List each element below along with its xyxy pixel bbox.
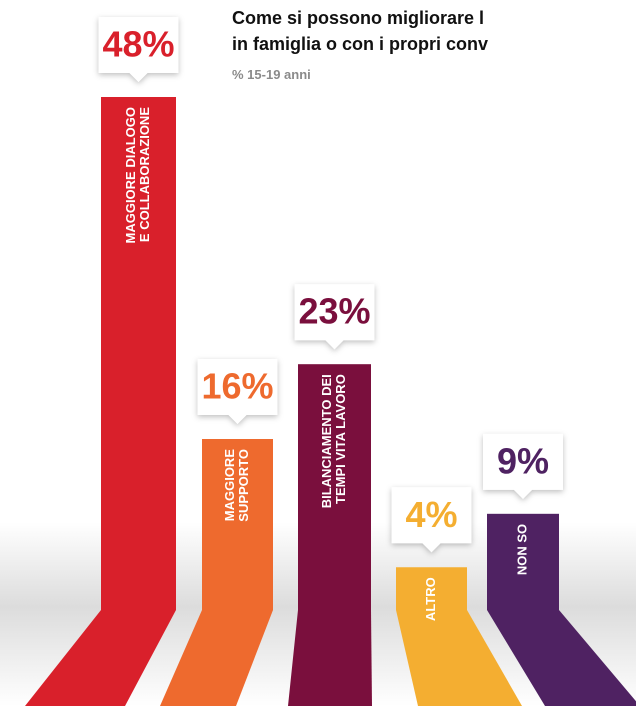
chart-title: in famiglia o con i propri conv: [232, 34, 488, 54]
bar-floor: [25, 610, 176, 706]
value-label: 16%: [201, 366, 273, 407]
category-label: BILANCIAMENTO DEI: [319, 374, 334, 508]
value-label: 4%: [405, 494, 457, 535]
bar: [487, 513, 559, 610]
value-bubble: [294, 284, 375, 350]
value-bubble: [391, 487, 472, 553]
category-label: MAGGIORE DIALOGO: [123, 107, 138, 244]
category-label: TEMPI VITA LAVORO: [333, 374, 348, 504]
bar: [298, 364, 371, 610]
bar-floor: [288, 610, 372, 706]
bar-floor: [487, 610, 636, 706]
value-bubble: [98, 17, 179, 82]
category-label: MAGGIORE: [222, 449, 237, 522]
value-label: 9%: [497, 440, 549, 481]
chart-subtitle: % 15-19 anni: [232, 67, 311, 82]
bar: [202, 439, 273, 610]
category-label: SUPPORTO: [236, 449, 251, 522]
bar: [396, 567, 467, 610]
bar: [101, 97, 176, 610]
value-bubble: [197, 359, 278, 424]
value-bubble: [483, 433, 563, 499]
value-label: 23%: [298, 291, 370, 332]
value-label: 48%: [102, 24, 174, 65]
category-label: NON SO: [514, 524, 529, 575]
category-label: ALTRO: [423, 577, 438, 621]
chart-title: Come si possono migliorare l: [232, 8, 484, 28]
bar-floor: [160, 610, 273, 706]
bar-floor: [396, 610, 522, 706]
category-label: E COLLABORAZIONE: [137, 107, 152, 242]
